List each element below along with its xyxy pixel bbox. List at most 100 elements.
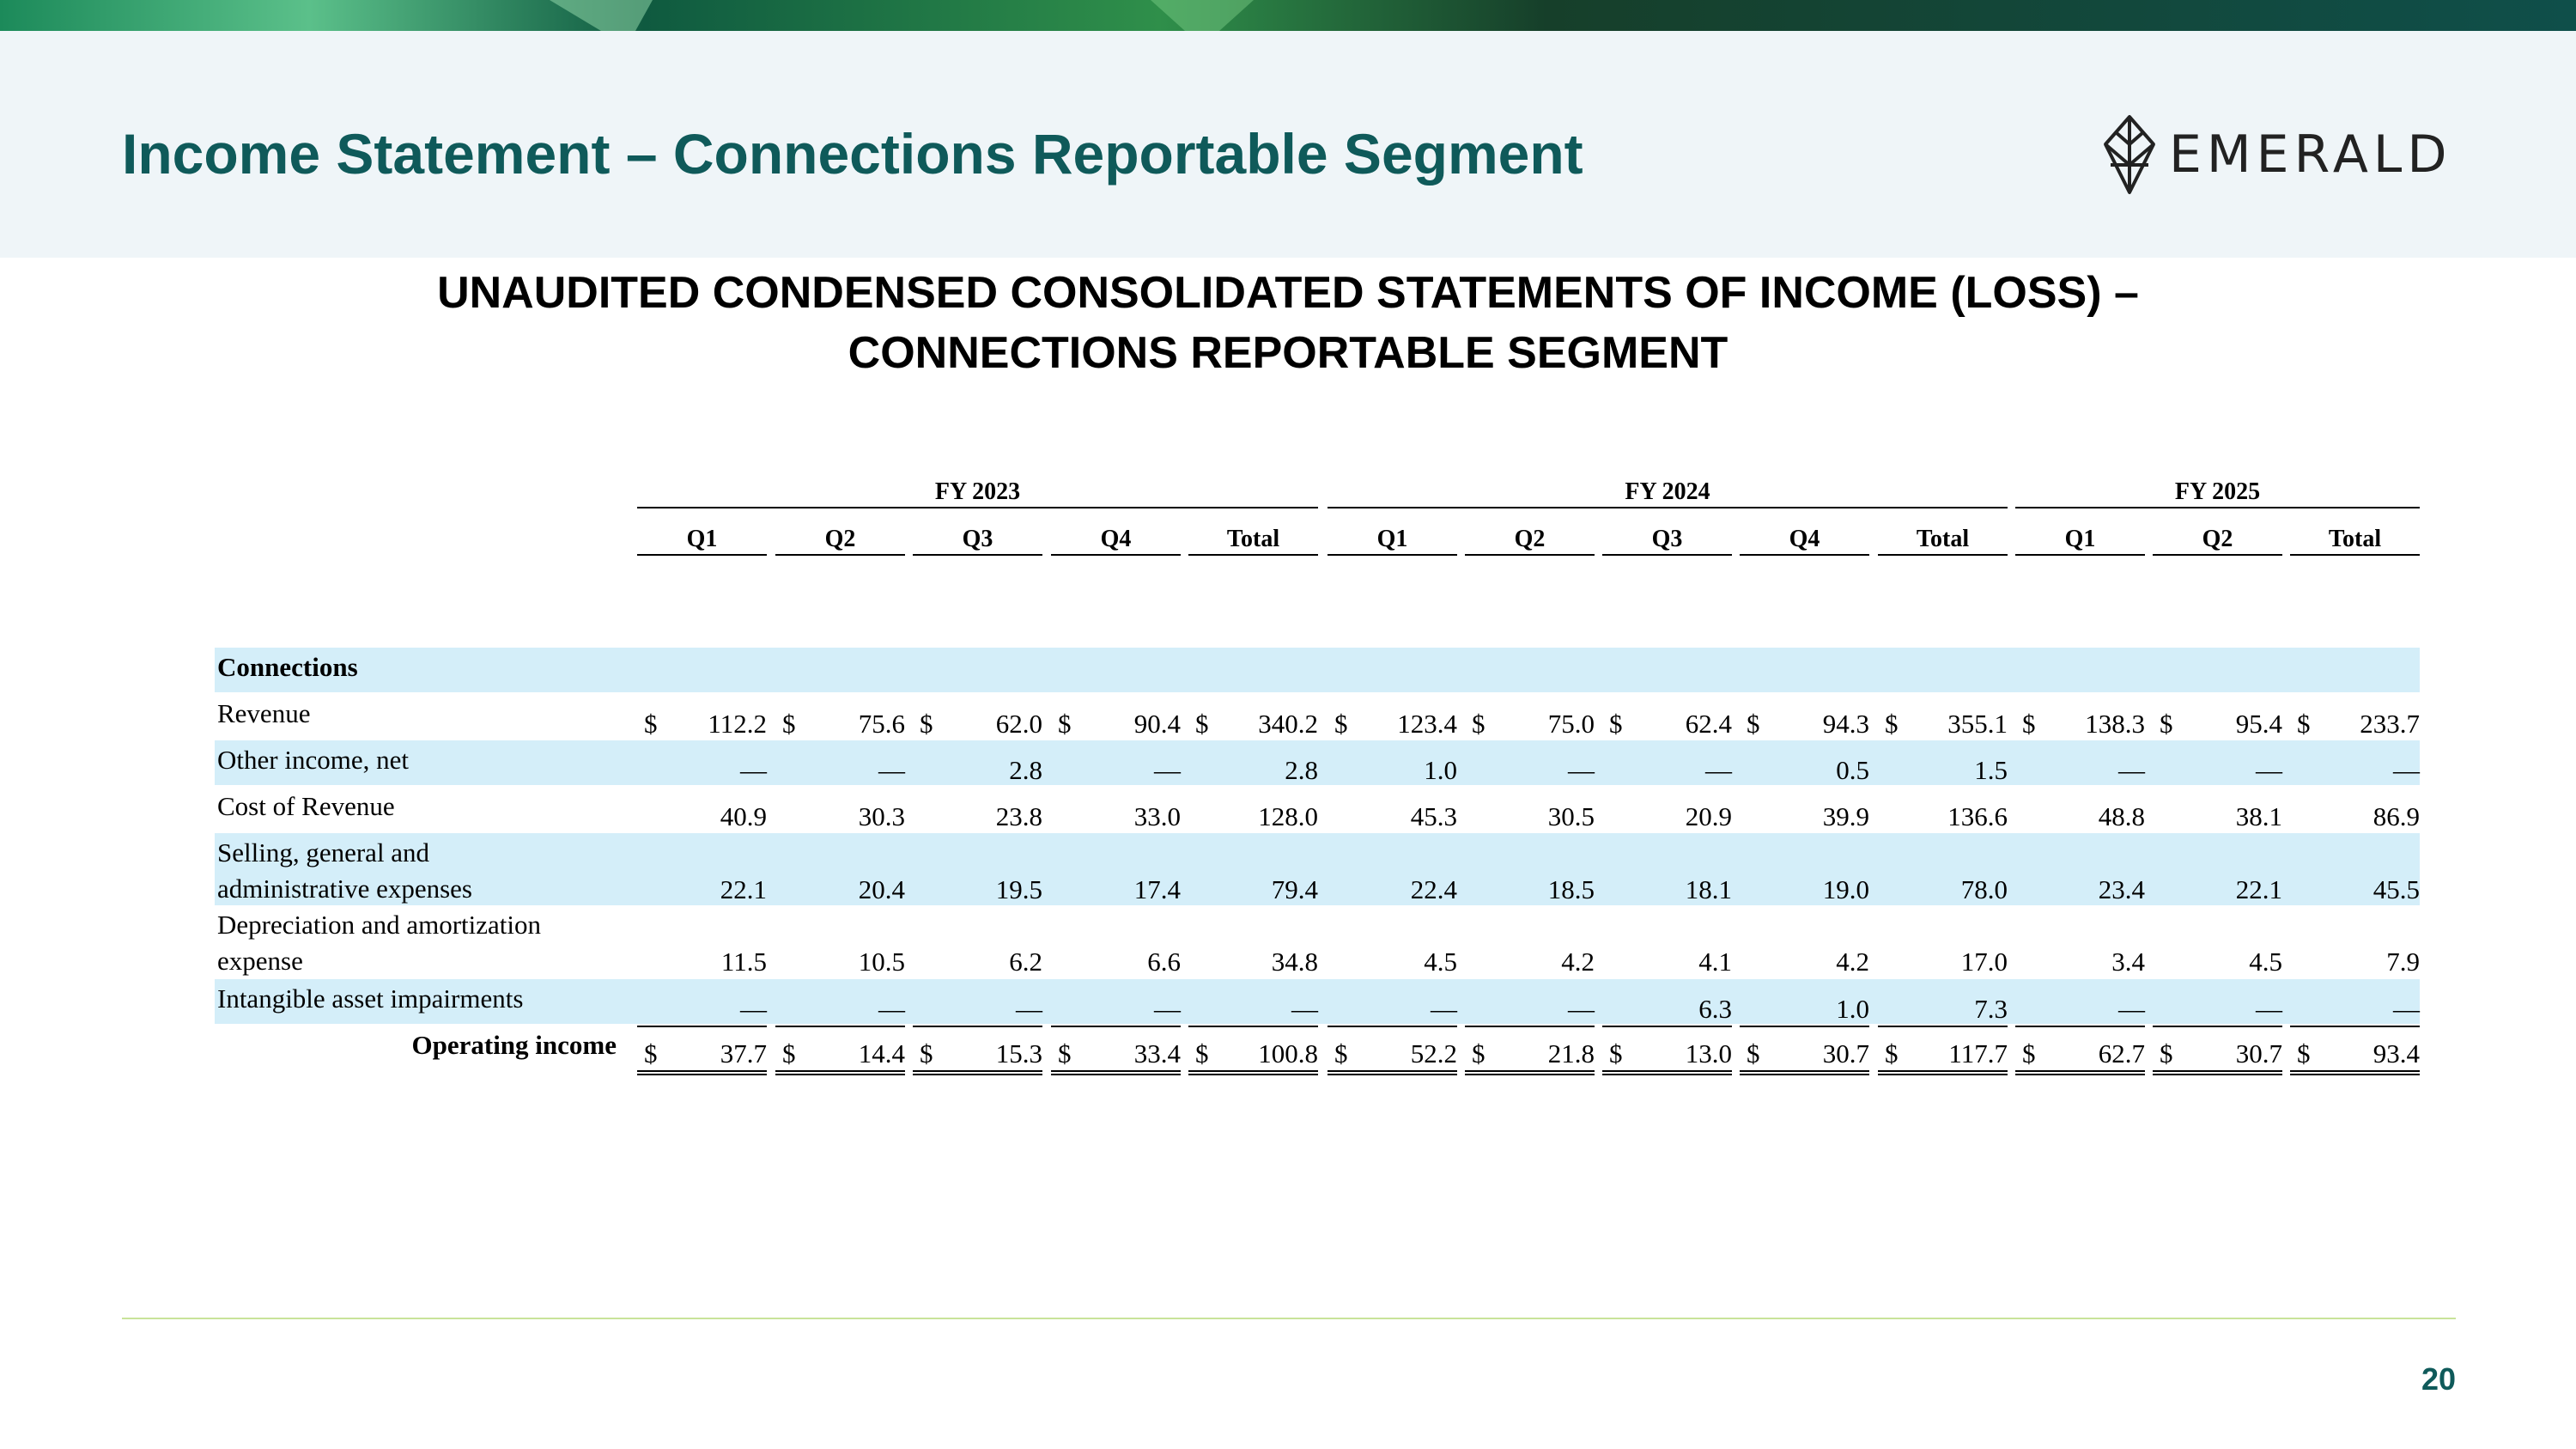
subtitle-line-1: UNAUDITED CONDENSED CONSOLIDATED STATEME… bbox=[437, 268, 2139, 318]
subtotal-rule bbox=[1188, 1026, 1318, 1027]
table-cell: 79.4 bbox=[1271, 874, 1318, 904]
total-cell: 93.4 bbox=[2372, 1038, 2420, 1068]
table-cell: — bbox=[1568, 755, 1595, 785]
column-header-rule bbox=[1327, 554, 1457, 556]
table-cell: 6.2 bbox=[1009, 947, 1042, 977]
table-cell: — bbox=[2118, 994, 2145, 1024]
table-cell: — bbox=[2118, 755, 2145, 785]
table-cell: 22.4 bbox=[1410, 874, 1457, 904]
currency-symbol: $ bbox=[1885, 709, 1899, 739]
column-header-rule bbox=[2015, 554, 2145, 556]
section-band bbox=[215, 648, 2420, 692]
table-cell: — bbox=[1431, 994, 1457, 1024]
column-header-rule bbox=[1051, 554, 1181, 556]
page-number: 20 bbox=[2421, 1361, 2456, 1397]
currency-symbol: $ bbox=[2160, 1038, 2173, 1068]
table-cell: 18.1 bbox=[1685, 874, 1732, 904]
subtotal-rule bbox=[1051, 1026, 1181, 1027]
total-double-rule bbox=[775, 1070, 905, 1075]
subtotal-rule bbox=[1878, 1026, 2008, 1027]
table-cell: 30.3 bbox=[858, 801, 905, 831]
currency-symbol: $ bbox=[2022, 709, 2036, 739]
table-cell: 136.6 bbox=[1947, 801, 2008, 831]
table-cell: 40.9 bbox=[720, 801, 767, 831]
currency-symbol: $ bbox=[1472, 1038, 1485, 1068]
total-cell: 30.7 bbox=[1822, 1038, 1869, 1068]
currency-symbol: $ bbox=[1472, 709, 1485, 739]
column-header: Q3 bbox=[1651, 526, 1683, 552]
currency-symbol: $ bbox=[2297, 1038, 2311, 1068]
total-row-label: Operating income bbox=[411, 1030, 617, 1060]
total-cell: 13.0 bbox=[1685, 1038, 1732, 1068]
column-header-rule bbox=[1465, 554, 1595, 556]
table-cell: 86.9 bbox=[2372, 801, 2420, 831]
currency-symbol: $ bbox=[1195, 1038, 1209, 1068]
row-label-line-2: administrative expenses bbox=[217, 874, 472, 904]
section-label-connections: Connections bbox=[217, 652, 358, 682]
table-cell: 75.0 bbox=[1547, 709, 1595, 739]
table-cell: 1.0 bbox=[1836, 994, 1869, 1024]
fiscal-year-header: FY 2024 bbox=[1625, 478, 1710, 505]
table-cell: 123.4 bbox=[1397, 709, 1457, 739]
currency-symbol: $ bbox=[782, 1038, 796, 1068]
table-cell: — bbox=[1568, 994, 1595, 1024]
column-header: Q4 bbox=[1100, 526, 1132, 552]
table-cell: 7.3 bbox=[1974, 994, 2008, 1024]
row-band bbox=[215, 833, 2420, 905]
currency-symbol: $ bbox=[2297, 709, 2311, 739]
table-cell: 95.4 bbox=[2235, 709, 2282, 739]
table-cell: — bbox=[2393, 994, 2420, 1024]
total-double-rule bbox=[637, 1070, 767, 1075]
column-header-rule bbox=[1878, 554, 2008, 556]
total-double-rule bbox=[2015, 1070, 2145, 1075]
table-cell: 33.0 bbox=[1133, 801, 1181, 831]
table-cell: 1.5 bbox=[1974, 755, 2008, 785]
currency-symbol: $ bbox=[1609, 709, 1623, 739]
table-cell: 45.3 bbox=[1410, 801, 1457, 831]
table-cell: 62.4 bbox=[1685, 709, 1732, 739]
table-cell: — bbox=[1016, 994, 1042, 1024]
table-cell: — bbox=[1705, 755, 1732, 785]
table-cell: 34.8 bbox=[1271, 947, 1318, 977]
total-double-rule bbox=[1602, 1070, 1732, 1075]
table-cell: — bbox=[2393, 755, 2420, 785]
table-cell: 3.4 bbox=[2111, 947, 2145, 977]
table-cell: 23.4 bbox=[2098, 874, 2145, 904]
subtotal-rule bbox=[2015, 1026, 2145, 1027]
table-cell: 4.2 bbox=[1836, 947, 1869, 977]
column-header-rule bbox=[2153, 554, 2282, 556]
column-header: Q1 bbox=[2064, 526, 2096, 552]
currency-symbol: $ bbox=[2022, 1038, 2036, 1068]
subtotal-rule bbox=[1740, 1026, 1869, 1027]
fiscal-year-header: FY 2023 bbox=[934, 478, 1021, 505]
subtotal-rule bbox=[637, 1026, 767, 1027]
column-header-rule bbox=[637, 554, 767, 556]
table-cell: — bbox=[740, 994, 767, 1024]
currency-symbol: $ bbox=[1058, 709, 1072, 739]
top-decorative-banner bbox=[0, 0, 2576, 31]
row-label: Intangible asset impairments bbox=[217, 983, 524, 1014]
logo-wordmark: EMERALD bbox=[2169, 125, 2452, 185]
footer-rule bbox=[122, 1318, 2456, 1319]
table-cell: 128.0 bbox=[1258, 801, 1318, 831]
currency-symbol: $ bbox=[1058, 1038, 1072, 1068]
header-band bbox=[0, 31, 2576, 258]
column-header: Q1 bbox=[686, 526, 718, 552]
column-header-rule bbox=[913, 554, 1042, 556]
table-cell: — bbox=[2256, 755, 2282, 785]
total-cell: 30.7 bbox=[2235, 1038, 2282, 1068]
total-double-rule bbox=[1878, 1070, 2008, 1075]
total-double-rule bbox=[2290, 1070, 2420, 1075]
table-cell: 22.1 bbox=[720, 874, 767, 904]
total-cell: 21.8 bbox=[1547, 1038, 1595, 1068]
table-cell: 4.1 bbox=[1698, 947, 1732, 977]
row-label-line-1: Selling, general and bbox=[217, 837, 430, 868]
column-header-rule bbox=[775, 554, 905, 556]
table-cell: 233.7 bbox=[2360, 709, 2420, 739]
currency-symbol: $ bbox=[920, 1038, 933, 1068]
total-cell: 33.4 bbox=[1133, 1038, 1181, 1068]
total-cell: 100.8 bbox=[1258, 1038, 1318, 1068]
table-cell: 11.5 bbox=[720, 947, 767, 977]
total-double-rule bbox=[1740, 1070, 1869, 1075]
